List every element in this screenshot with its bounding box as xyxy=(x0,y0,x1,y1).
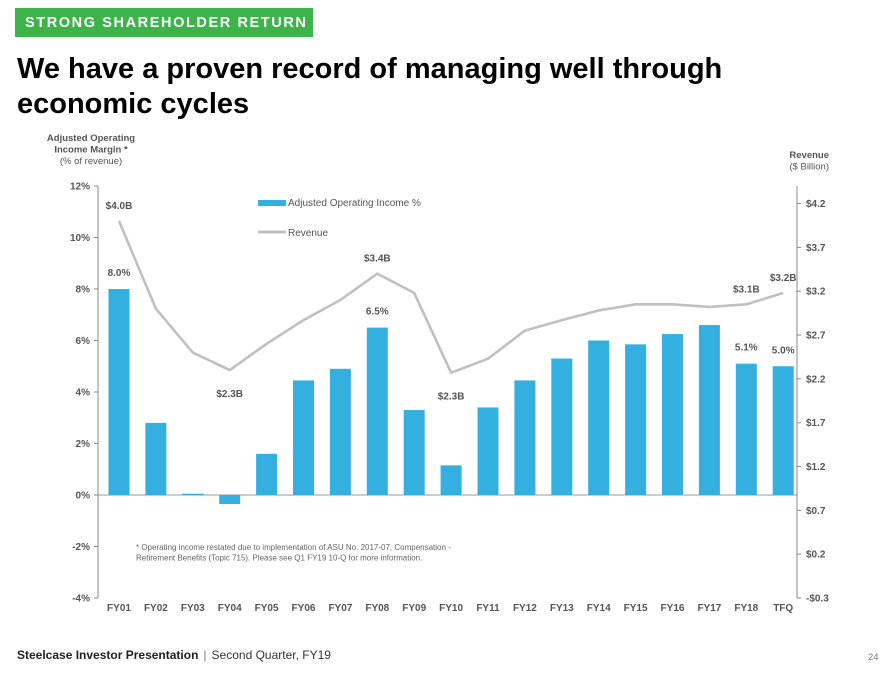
footer-period: Second Quarter, FY19 xyxy=(211,648,331,662)
bar xyxy=(329,368,351,495)
left-tick-label: -4% xyxy=(72,594,90,605)
bar-data-label: 5.0% xyxy=(772,345,795,356)
category-label: FY06 xyxy=(292,603,316,614)
bar xyxy=(662,334,683,495)
right-axis-title: Revenue xyxy=(789,150,829,161)
footnote: Retirement Benefits (Topic 715). Please … xyxy=(136,554,422,563)
line-data-label: $2.3B xyxy=(216,389,243,400)
legend-line-label: Revenue xyxy=(288,228,328,239)
footer-separator: | xyxy=(203,648,207,662)
line-data-label: $4.0B xyxy=(106,201,133,212)
category-label: FY13 xyxy=(550,603,574,614)
category-label: FY01 xyxy=(107,603,131,614)
left-tick-label: 6% xyxy=(76,336,91,347)
right-tick-label: $0.7 xyxy=(806,506,826,517)
bar xyxy=(514,380,536,495)
category-label: FY12 xyxy=(513,603,537,614)
page-title: We have a proven record of managing well… xyxy=(17,53,723,120)
right-axis-title: ($ Billion) xyxy=(789,162,829,173)
bar xyxy=(403,410,425,495)
right-tick-label: $0.2 xyxy=(806,550,826,561)
category-label: FY11 xyxy=(476,603,500,614)
bar xyxy=(366,327,388,495)
line-data-label: $3.2B xyxy=(770,273,797,284)
bar-data-label: 6.5% xyxy=(366,307,389,318)
revenue-line xyxy=(117,220,784,375)
line-data-label: $3.4B xyxy=(364,254,391,265)
bar xyxy=(145,422,167,495)
left-tick-label: -2% xyxy=(72,542,90,553)
category-label: FY17 xyxy=(697,603,721,614)
category-label: FY14 xyxy=(587,603,611,614)
bar-data-label: 5.1% xyxy=(735,343,758,354)
footer-company: Steelcase Investor Presentation xyxy=(17,648,199,662)
legend-bar-label: Adjusted Operating Income % xyxy=(288,198,421,209)
right-tick-label: $4.2 xyxy=(806,199,826,210)
left-axis-title: (% of revenue) xyxy=(60,156,122,167)
bar xyxy=(108,289,130,495)
left-tick-label: 8% xyxy=(76,285,91,296)
line-data-label: $3.1B xyxy=(733,284,760,295)
bar xyxy=(625,344,647,495)
category-label: FY03 xyxy=(181,603,205,614)
left-tick-label: 2% xyxy=(76,439,91,450)
category-label: FY09 xyxy=(402,603,426,614)
right-tick-label: $1.2 xyxy=(806,462,826,473)
section-badge: STRONG SHAREHOLDER RETURN xyxy=(15,8,313,37)
bar xyxy=(219,495,241,505)
category-label: FY07 xyxy=(328,603,352,614)
footer: Steelcase Investor Presentation | Second Q… xyxy=(17,648,331,662)
bar xyxy=(551,358,573,495)
left-tick-label: 4% xyxy=(76,388,91,399)
category-label: FY04 xyxy=(218,603,242,614)
line-data-label: $2.3B xyxy=(438,392,465,403)
category-label: FY16 xyxy=(661,603,685,614)
right-tick-label: $3.2 xyxy=(806,287,826,298)
footnote: * Operating income restated due to imple… xyxy=(136,543,451,552)
bar xyxy=(182,493,204,495)
bar-data-label: 8.0% xyxy=(108,268,131,279)
left-tick-label: 0% xyxy=(76,491,91,502)
bar xyxy=(735,363,757,495)
right-tick-label: $1.7 xyxy=(806,418,826,429)
legend-bar-swatch xyxy=(258,200,286,206)
left-tick-label: 10% xyxy=(70,233,90,244)
bar xyxy=(772,366,794,495)
bar xyxy=(293,380,314,495)
bar xyxy=(256,453,278,495)
category-label: FY02 xyxy=(144,603,168,614)
bar xyxy=(477,407,499,495)
category-label: FY05 xyxy=(255,603,279,614)
right-tick-label: $3.7 xyxy=(806,243,826,254)
page-number: 24 xyxy=(868,652,879,663)
right-tick-label: $2.7 xyxy=(806,331,826,342)
bar xyxy=(698,325,720,495)
right-tick-label: $2.2 xyxy=(806,374,826,385)
left-axis-title: Income Margin * xyxy=(54,145,128,156)
bar xyxy=(588,340,610,495)
category-label: FY18 xyxy=(734,603,758,614)
bar xyxy=(440,465,462,495)
category-label: TFQ xyxy=(773,603,793,614)
category-label: FY15 xyxy=(624,603,648,614)
category-label: FY08 xyxy=(365,603,389,614)
category-label: FY10 xyxy=(439,603,463,614)
right-tick-label: -$0.3 xyxy=(806,594,829,605)
left-axis-title: Adjusted Operating xyxy=(47,133,135,144)
left-tick-label: 12% xyxy=(70,182,90,193)
